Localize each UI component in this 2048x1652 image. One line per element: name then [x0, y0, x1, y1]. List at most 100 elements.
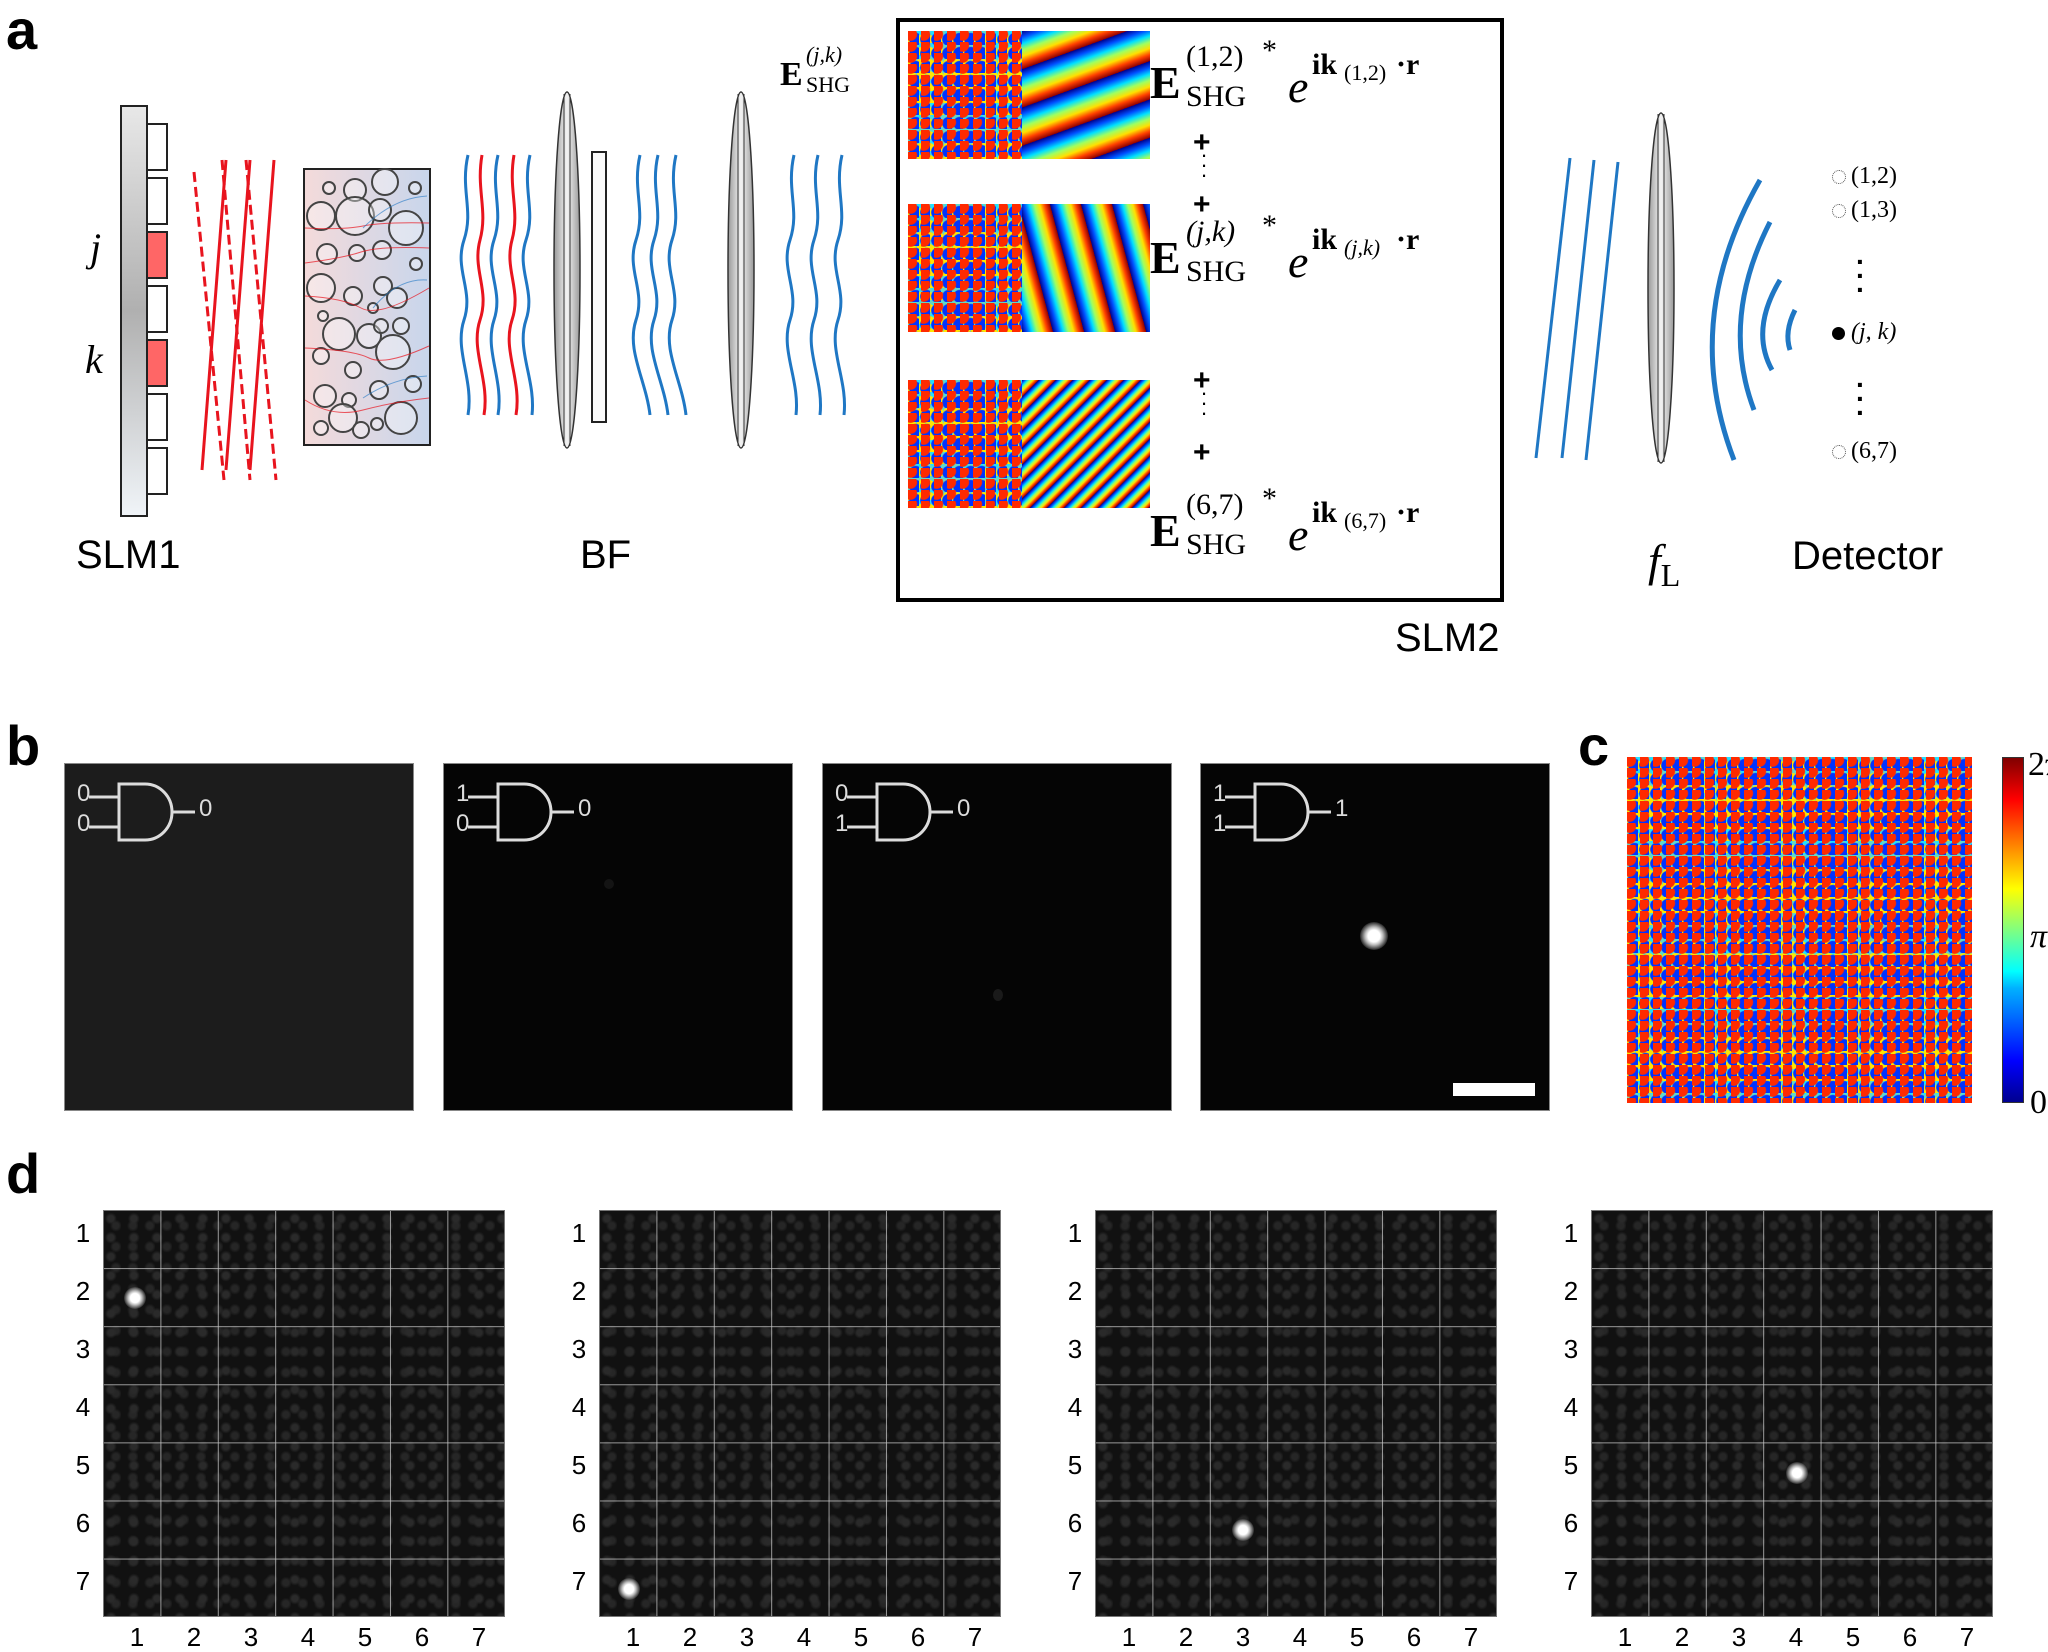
grating-phase-6-7	[1022, 380, 1150, 508]
slm2-term-j-k: E (j,k) * SHG e ik (j,k) ·r	[1150, 211, 1419, 287]
row-tick: 4	[1067, 1392, 1083, 1422]
col-tick: 5	[853, 1622, 869, 1652]
and-gate-output-image-00: 0 0 0	[64, 763, 414, 1111]
row-tick: 5	[1563, 1450, 1579, 1480]
faint-spot	[604, 879, 614, 889]
row-tick: 6	[571, 1508, 587, 1538]
focus-spot	[618, 1578, 640, 1600]
detector-point-label: (1,3)	[1851, 197, 1897, 223]
panel-a-letter: a	[6, 0, 38, 61]
term-exp: ik	[1312, 48, 1338, 81]
scale-bar	[1453, 1083, 1535, 1096]
col-tick: 1	[1121, 1622, 1137, 1652]
col-tick: 7	[471, 1622, 487, 1652]
detector-point-label: (j, k)	[1851, 319, 1897, 345]
term-sup: (j,k)	[1186, 215, 1236, 248]
gate-input-1: 0	[77, 780, 91, 807]
term-star: *	[1262, 34, 1277, 67]
detector-point-unfilled-icon	[1832, 170, 1846, 184]
term-exp: ik	[1312, 496, 1338, 529]
shg-beams	[785, 154, 847, 416]
col-tick: 5	[357, 1622, 373, 1652]
term-sub: SHG	[1186, 255, 1247, 288]
phase-map	[1627, 757, 1972, 1103]
focusing-lens	[1647, 112, 1675, 464]
plus-sign: +	[1193, 188, 1211, 221]
gate-input-1: 0	[835, 780, 849, 807]
speckle-phase-1-2	[908, 31, 1036, 159]
term-exp: ik	[1312, 223, 1338, 256]
col-tick: 6	[1902, 1622, 1918, 1652]
converging-wavefronts	[1709, 178, 1798, 461]
row-tick: 6	[75, 1508, 91, 1538]
col-tick: 1	[129, 1622, 145, 1652]
row-tick: 1	[571, 1218, 587, 1248]
scattered-beams	[459, 154, 535, 416]
term-exp-sub: (j,k)	[1344, 235, 1381, 260]
col-tick: 6	[414, 1622, 430, 1652]
speckle-phase-6-7	[908, 380, 1036, 508]
bf-label: BF	[580, 533, 632, 577]
red-beams	[192, 159, 278, 481]
lens-label: fL	[1648, 535, 1681, 593]
and-gate-icon	[89, 782, 195, 842]
term-base: E	[1150, 505, 1181, 556]
field-label-sup: (j,k)	[806, 42, 843, 67]
col-tick: 3	[1235, 1622, 1251, 1652]
slm2-term-1-2: E (1,2) * SHG e ik (1,2) ·r	[1150, 36, 1419, 112]
slm2-label: SLM2	[1395, 616, 1500, 660]
intensity-grid	[103, 1210, 505, 1617]
col-tick: 4	[1788, 1622, 1804, 1652]
col-tick: 2	[682, 1622, 698, 1652]
vertical-dots: · · ·	[1200, 142, 1208, 187]
col-tick: 3	[243, 1622, 259, 1652]
term-exp-base: e	[1288, 509, 1309, 560]
term-sup: (1,2)	[1186, 40, 1244, 73]
slm2-term-6-7: E (6,7) * SHG e ik (6,7) ·r	[1150, 484, 1419, 560]
lens-label-f: f	[1648, 535, 1661, 586]
col-tick: 1	[1617, 1622, 1633, 1652]
j-label: j	[90, 225, 102, 270]
focus-spot	[1786, 1462, 1808, 1484]
row-tick: 1	[1067, 1218, 1083, 1248]
detector-point-unfilled-icon	[1832, 204, 1846, 218]
gate-output: 0	[578, 795, 592, 822]
col-tick: 3	[739, 1622, 755, 1652]
gate-input-1: 1	[1213, 780, 1227, 807]
plus-sign: +	[1193, 126, 1211, 159]
lens-2	[727, 91, 755, 449]
term-exp-tail: ·r	[1396, 223, 1420, 256]
row-tick: 6	[1067, 1508, 1083, 1538]
col-tick: 2	[1178, 1622, 1194, 1652]
colorbar-tick-top: 2π	[2028, 746, 2048, 783]
lens-label-sub: L	[1660, 557, 1681, 593]
panel-d-letter: d	[6, 1142, 41, 1205]
row-tick: 3	[75, 1334, 91, 1364]
col-tick: 6	[910, 1622, 926, 1652]
col-tick: 3	[1731, 1622, 1747, 1652]
row-tick: 2	[75, 1276, 91, 1306]
detector-point-unfilled-icon	[1832, 445, 1846, 459]
faint-spot	[993, 989, 1003, 1001]
vertical-dots: · · ·	[1200, 380, 1208, 425]
term-exp-tail: ·r	[1396, 48, 1420, 81]
slm2-box	[896, 18, 1504, 602]
row-tick: 2	[1563, 1276, 1579, 1306]
panel-b-letter: b	[6, 714, 41, 777]
term-exp-sub: (6,7)	[1344, 508, 1387, 533]
lens-1	[553, 91, 581, 449]
term-exp-tail: ·r	[1396, 496, 1420, 529]
colorbar-tick-mid: π	[2030, 918, 2048, 955]
col-tick: 6	[1406, 1622, 1422, 1652]
col-tick: 2	[1674, 1622, 1690, 1652]
gate-input-2: 0	[456, 810, 470, 837]
row-tick: 5	[1067, 1450, 1083, 1480]
vertical-dots: · · ·	[1856, 246, 1866, 305]
row-tick: 7	[1067, 1566, 1083, 1596]
detector-point-label: (1,2)	[1851, 163, 1897, 189]
gate-input-1: 1	[456, 780, 470, 807]
row-tick: 6	[1563, 1508, 1579, 1538]
field-label: E (j,k) SHG	[780, 44, 850, 96]
term-star: *	[1262, 482, 1277, 515]
row-tick: 5	[571, 1450, 587, 1480]
